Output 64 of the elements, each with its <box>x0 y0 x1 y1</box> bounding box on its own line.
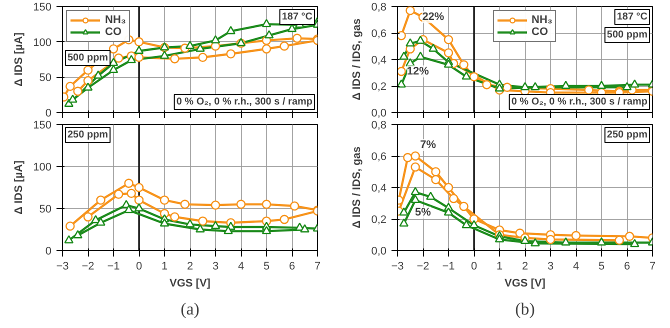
x-tick-label: 5 <box>263 260 270 272</box>
annotation: 0 % O₂, 0 % r.h., 300 s / ramp <box>511 96 648 108</box>
annotation: 22% <box>422 11 444 24</box>
y-tick-label: 0 <box>45 108 52 120</box>
y-axis-title: Δ IDS [µA] <box>13 160 26 214</box>
annotation: 187 °C <box>616 12 648 22</box>
text: (b) <box>515 300 535 318</box>
x-tick-label: −1 <box>107 260 120 272</box>
x-tick-label: 5 <box>598 260 605 272</box>
annotation: 0 % O₂, 0 % r.h., 300 s / ramp <box>176 96 312 108</box>
annotation: 5% <box>415 206 432 219</box>
y-tick-label: 0,6 <box>371 151 387 163</box>
x-tick-label: −1 <box>442 260 455 272</box>
x-tick-label: 3 <box>547 260 554 272</box>
y-tick-label: 0 <box>45 246 52 258</box>
x-tick-label: 3 <box>212 260 219 272</box>
legend-label: CO <box>532 26 549 38</box>
x-tick-label: −3 <box>56 260 69 272</box>
y-tick-label: 50 <box>39 72 52 84</box>
y-tick-label: 0,8 <box>371 120 387 132</box>
x-tick-label: 0 <box>470 260 478 272</box>
annotation: 7% <box>420 138 436 151</box>
y-tick-label: 100 <box>33 162 52 174</box>
y-tick-label: 0,4 <box>371 54 387 66</box>
y-tick-label: 0,0 <box>371 246 387 258</box>
x-tick-label: 4 <box>572 260 580 272</box>
x-tick-label: 0 <box>136 260 142 272</box>
x-tick-label: −2 <box>82 260 94 272</box>
y-axis-title: Δ IDS [µA] <box>13 32 26 86</box>
y-axis-title: Δ IDS / IDS, gas <box>351 18 364 100</box>
y-axis-title: Δ IDS / IDS, gas <box>351 146 364 228</box>
y-tick-label: 150 <box>33 120 52 132</box>
y-tick-label: 150 <box>33 2 52 14</box>
y-tick-label: 0,6 <box>371 28 387 40</box>
x-tick-label: 2 <box>522 260 528 272</box>
x-tick-label: −3 <box>391 260 404 272</box>
x-tick-label: 2 <box>186 260 194 272</box>
y-tick-label: 0,0 <box>371 108 387 120</box>
x-tick-label: −2 <box>416 260 430 272</box>
annotation: 500 ppm <box>68 52 108 64</box>
y-tick-label: 100 <box>33 36 52 49</box>
annotation: 250 ppm <box>68 130 108 140</box>
y-tick-label: 50 <box>39 204 52 216</box>
annotation: 187 °C <box>282 12 313 22</box>
y-tick-label: 0,4 <box>371 182 387 194</box>
x-tick-label: 4 <box>238 260 244 272</box>
x-tick-label: 7 <box>314 260 321 272</box>
x-tick-label: 6 <box>288 260 296 272</box>
x-tick-label: 1 <box>161 260 168 272</box>
x-axis-title: VGS [V] <box>504 278 546 290</box>
annotation: 12% <box>406 65 430 78</box>
x-tick-label: 6 <box>624 260 630 272</box>
x-tick-label: 7 <box>649 260 656 272</box>
text: (a) <box>180 300 200 318</box>
legend-label: NH₃ <box>532 14 552 26</box>
x-axis-title: VGS [V] <box>170 278 211 290</box>
annotation: 500 ppm <box>606 30 648 40</box>
legend-label: NH₃ <box>105 14 126 26</box>
y-tick-label: 0,2 <box>371 214 387 226</box>
legend-label: CO <box>105 26 122 38</box>
y-tick-label: 0,2 <box>371 81 387 93</box>
x-tick-label: 1 <box>496 260 503 272</box>
annotation: 250 ppm <box>606 130 648 140</box>
y-tick-label: 0,8 <box>371 2 387 14</box>
